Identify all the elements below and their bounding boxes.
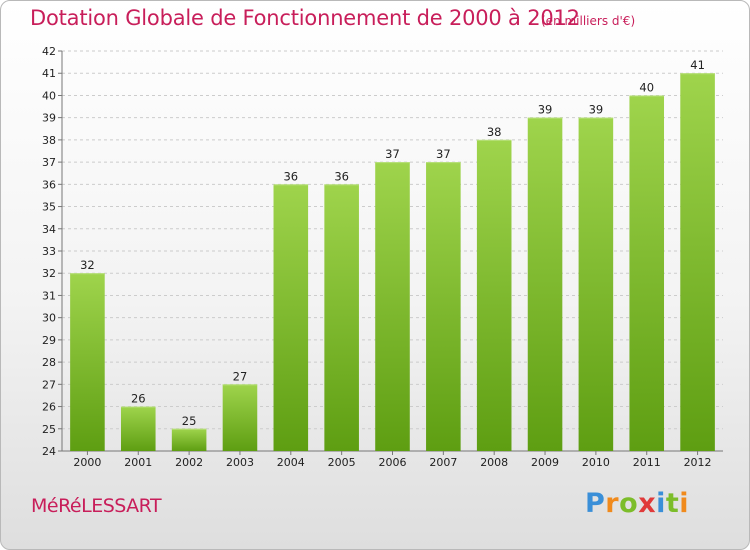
x-tick-label: 2001	[124, 456, 152, 469]
y-tick-label: 29	[42, 334, 56, 347]
bar	[527, 117, 563, 452]
bar	[171, 428, 207, 451]
value-label: 38	[487, 125, 502, 139]
bar	[273, 184, 309, 452]
y-tick-labels: 24 25 26 27 28 29 30 31 32 33 34 35 36 37 38 39 40 41 42	[42, 45, 56, 458]
commune-name: MéRéLESSART	[31, 495, 162, 517]
value-label: 36	[334, 169, 349, 183]
y-tick-label: 40	[42, 89, 56, 102]
y-tick-label: 28	[42, 356, 56, 369]
value-label: 26	[131, 392, 146, 406]
value-label: 36	[283, 169, 298, 183]
y-tick-label: 24	[42, 445, 56, 458]
bar	[680, 73, 715, 451]
bar	[629, 95, 665, 451]
y-tick-label: 27	[42, 378, 56, 391]
y-tick-label: 38	[42, 134, 56, 147]
bar	[222, 384, 258, 451]
value-label: 25	[182, 414, 197, 428]
y-tick-label: 30	[42, 312, 56, 325]
x-tick-label: 2003	[226, 456, 254, 469]
y-tick-label: 32	[42, 267, 56, 280]
y-tick-label: 37	[42, 156, 56, 169]
bar	[324, 184, 359, 452]
bars	[70, 73, 715, 452]
y-tick-label: 34	[42, 223, 56, 236]
y-tick-label: 39	[42, 112, 56, 125]
y-tick-label: 36	[42, 178, 56, 191]
logo-letter: i	[656, 488, 666, 519]
y-tick-label: 33	[42, 245, 56, 258]
value-label: 41	[690, 58, 705, 72]
logo-letter: x	[638, 488, 657, 519]
value-label: 27	[233, 369, 248, 383]
value-label: 37	[385, 147, 400, 161]
bar	[120, 406, 156, 451]
logo-letter: i	[679, 488, 690, 519]
logo-letter: r	[605, 488, 620, 519]
y-tick-label: 35	[42, 201, 56, 214]
y-tick-label: 26	[42, 401, 56, 414]
logo-letter: o	[619, 488, 639, 519]
proxiti-logo[interactable]: Proxiti	[585, 488, 689, 519]
x-tick-label: 2000	[73, 456, 101, 469]
x-tick-label: 2010	[582, 456, 610, 469]
x-tick-label: 2004	[277, 456, 305, 469]
value-label: 39	[538, 103, 553, 117]
logo-letter: t	[665, 488, 680, 519]
value-label: 39	[589, 103, 604, 117]
bar	[70, 273, 105, 451]
y-tick-label: 31	[42, 289, 56, 302]
value-label: 32	[80, 258, 95, 272]
chart-subtitle: (en milliers d'€)	[541, 14, 636, 28]
x-tick-label: 2005	[328, 456, 356, 469]
y-tick-label: 25	[42, 423, 56, 436]
value-label: 40	[639, 80, 654, 94]
bar	[375, 162, 410, 451]
x-tick-label: 2012	[684, 456, 712, 469]
x-tick-label: 2009	[531, 456, 559, 469]
x-tick-label: 2008	[480, 456, 508, 469]
x-tick-label: 2007	[429, 456, 457, 469]
x-tick-label: 2006	[379, 456, 407, 469]
chart-title: Dotation Globale de Fonctionnement de 20…	[30, 6, 580, 30]
x-tick-labels: 2000 2001 2002 2003 2004 2005 2006 2007 2008 2009…	[73, 456, 711, 469]
value-labels: 32 26 25 27 36 36 37 37 38 39 39 40 41	[80, 58, 705, 428]
bar	[578, 117, 614, 452]
y-tick-label: 41	[42, 67, 56, 80]
logo-letter: P	[585, 488, 606, 519]
y-tick-label: 42	[42, 45, 56, 58]
x-tick-label: 2002	[175, 456, 203, 469]
bar	[476, 139, 512, 451]
x-tick-label: 2011	[633, 456, 661, 469]
value-label: 37	[436, 147, 451, 161]
bar	[426, 162, 461, 451]
